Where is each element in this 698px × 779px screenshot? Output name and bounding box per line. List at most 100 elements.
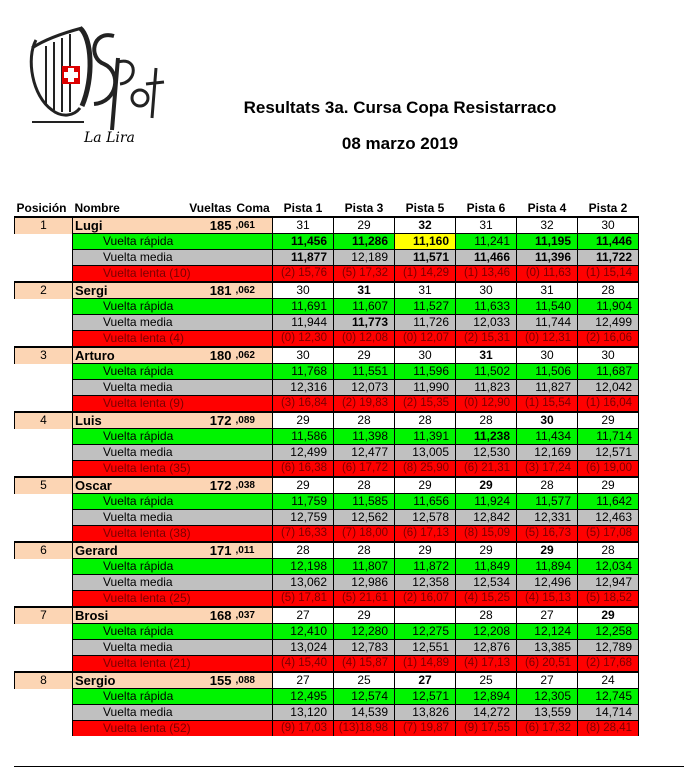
lap-time-cell: 12,571 <box>394 688 456 705</box>
lap-time-cell: (3) 16,84 <box>272 395 334 412</box>
track-laps: 28 <box>394 411 456 429</box>
driver-laps: 185 <box>186 216 234 234</box>
track-laps: 31 <box>272 216 334 234</box>
driver-coma: ,038 <box>233 476 273 494</box>
lap-time-cell: (4) 15,87 <box>333 655 395 672</box>
track-laps: 30 <box>455 281 517 299</box>
track-laps: 25 <box>455 671 517 689</box>
lap-time-cell: 11,502 <box>455 363 517 380</box>
driver-coma: ,088 <box>233 671 273 689</box>
lap-time-cell: 11,642 <box>577 493 639 510</box>
lap-time-cell: 13,385 <box>516 639 578 656</box>
track-laps: 28 <box>577 541 639 559</box>
lap-time-cell: (8) 25,90 <box>394 460 456 477</box>
spacer-cell <box>14 493 73 510</box>
lap-type-label: Vuelta media <box>72 639 273 656</box>
lap-time-cell: 12,358 <box>394 574 456 591</box>
driver-position: 6 <box>14 541 73 559</box>
lap-time-cell: 11,195 <box>516 233 578 250</box>
track-laps: 29 <box>272 476 334 494</box>
track-laps: 28 <box>516 476 578 494</box>
lap-type-label: Vuelta lenta (4) <box>72 330 273 347</box>
lap-time-cell: (5) 21,61 <box>333 590 395 607</box>
lap-time-cell: 12,316 <box>272 379 334 396</box>
driver-row: 1 Lugi 185,061 31 29 32 31 32 30 <box>14 216 639 234</box>
spacer-cell <box>14 233 73 250</box>
lap-time-cell: (2) 15,76 <box>272 265 334 282</box>
track-laps: 31 <box>516 281 578 299</box>
spacer-cell <box>14 639 73 656</box>
lap-time-cell: 11,656 <box>394 493 456 510</box>
lap-time-cell: 11,894 <box>516 558 578 575</box>
lap-time-cell: 12,876 <box>455 639 517 656</box>
lap-time-cell: (9) 17,55 <box>455 720 517 736</box>
lap-time-cell: 13,062 <box>272 574 334 591</box>
lap-type-label: Vuelta lenta (21) <box>72 655 273 672</box>
driver-name: Sergi <box>72 281 187 299</box>
lap-type-label: Vuelta rápida <box>72 363 273 380</box>
track-laps: 30 <box>272 281 334 299</box>
slow-lap-row: Vuelta lenta (25) (5) 17,81 (5) 21,61 (2) 1… <box>14 590 639 607</box>
medium-lap-row: Vuelta media 11,944 11,773 11,726 12,033 11,7… <box>14 314 639 331</box>
spacer-cell <box>14 314 73 331</box>
header-track: Pista 1 <box>283 201 323 215</box>
fast-lap-row: Vuelta rápida 11,759 11,585 11,656 11,924 11,… <box>14 493 639 510</box>
lap-time-cell: 12,258 <box>577 623 639 640</box>
driver-row: 6 Gerard 171,011 28 28 29 29 29 28 <box>14 541 639 559</box>
lap-time-cell: (6) 20,51 <box>516 655 578 672</box>
lap-time-cell: 13,120 <box>272 704 334 721</box>
track-laps: 28 <box>272 541 334 559</box>
lap-time-cell: 13,024 <box>272 639 334 656</box>
lap-type-label: Vuelta rápida <box>72 233 273 250</box>
lap-time-cell: 11,586 <box>272 428 334 445</box>
track-laps: 30 <box>272 346 334 364</box>
spacer-cell <box>14 363 73 380</box>
track-laps: 29 <box>333 216 395 234</box>
header-position: Posición <box>16 201 67 215</box>
club-logo <box>22 18 172 158</box>
driver-coma: ,089 <box>233 411 273 429</box>
lap-time-cell: (4) 17,13 <box>455 655 517 672</box>
lap-time-cell: 11,160 <box>394 233 456 250</box>
driver-coma: ,062 <box>233 346 273 364</box>
lap-time-cell: 12,033 <box>455 314 517 331</box>
lap-time-cell: 12,169 <box>516 444 578 461</box>
lap-time-cell: 12,410 <box>272 623 334 640</box>
lap-time-cell: 11,466 <box>455 249 517 266</box>
slow-lap-row: Vuelta lenta (38) (7) 16,33 (7) 18,00 (6) 1… <box>14 525 639 542</box>
lap-time-cell: 12,745 <box>577 688 639 705</box>
lap-time-cell: 11,527 <box>394 298 456 315</box>
driver-position: 1 <box>14 216 73 234</box>
lap-time-cell: 11,872 <box>394 558 456 575</box>
track-laps: 30 <box>516 411 578 429</box>
lap-type-label: Vuelta media <box>72 509 273 526</box>
lap-time-cell: (0) 12,31 <box>516 330 578 347</box>
header-laps: Vueltas <box>189 201 232 215</box>
lap-time-cell: 12,578 <box>394 509 456 526</box>
lap-time-cell: (8) 28,41 <box>577 720 639 736</box>
track-laps: 31 <box>455 216 517 234</box>
spacer-cell <box>14 720 73 736</box>
track-laps: 29 <box>333 606 395 624</box>
driver-laps: 171 <box>186 541 234 559</box>
fast-lap-row: Vuelta rápida 11,691 11,607 11,527 11,633 11,… <box>14 298 639 315</box>
lap-type-label: Vuelta rápida <box>72 688 273 705</box>
lap-time-cell: 11,924 <box>455 493 517 510</box>
header-track: Pista 5 <box>405 201 445 215</box>
lap-time-cell: (6) 17,72 <box>333 460 395 477</box>
track-laps: 29 <box>577 476 639 494</box>
lap-time-cell: 12,463 <box>577 509 639 526</box>
lap-time-cell: (1) 13,46 <box>455 265 517 282</box>
driver-name: Sergio <box>72 671 187 689</box>
driver-laps: 155 <box>186 671 234 689</box>
track-laps: 28 <box>455 411 517 429</box>
driver-laps: 181 <box>186 281 234 299</box>
lap-time-cell: (2) 15,31 <box>455 330 517 347</box>
track-laps: 28 <box>333 541 395 559</box>
lap-time-cell: 11,596 <box>394 363 456 380</box>
lap-time-cell: (5) 17,81 <box>272 590 334 607</box>
lap-time-cell: 11,768 <box>272 363 334 380</box>
lap-time-cell: 11,396 <box>516 249 578 266</box>
slow-lap-row: Vuelta lenta (9) (3) 16,84 (2) 19,83 (2) 15… <box>14 395 639 412</box>
lap-time-cell: 11,827 <box>516 379 578 396</box>
